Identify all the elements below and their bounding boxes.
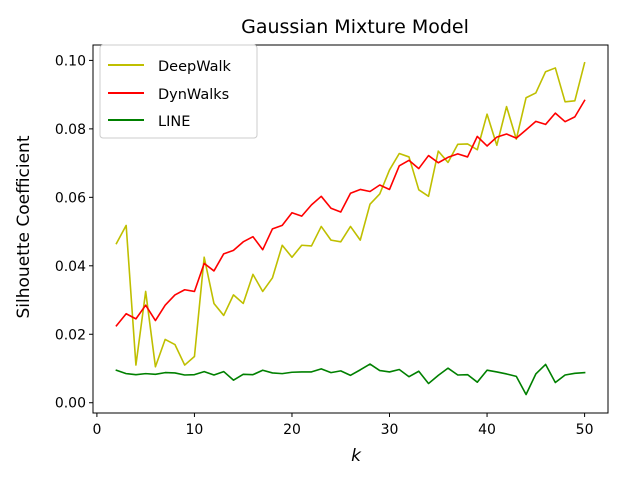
x-tick-label: 30 xyxy=(381,422,399,438)
x-tick-label: 0 xyxy=(92,422,101,438)
legend-box xyxy=(99,44,258,139)
x-tick-label: 50 xyxy=(576,422,594,438)
y-tick-label: 0.04 xyxy=(55,259,86,275)
y-tick-label: 0.00 xyxy=(55,396,86,412)
y-axis-label: Silhouette Coefficient xyxy=(14,135,34,318)
series-line-deepwalk xyxy=(115,61,586,368)
series-line-line xyxy=(115,363,586,396)
legend-label-dynwalks: DynWalks xyxy=(158,87,229,103)
x-axis: 0 10 20 30 40 50 xyxy=(92,413,594,438)
y-tick-label: 0.06 xyxy=(55,190,86,206)
x-tick-label: 10 xyxy=(186,422,204,438)
axes-frame xyxy=(92,44,609,414)
legend: DeepWalk DynWalks LINE xyxy=(99,44,258,139)
y-axis: 0.00 0.02 0.04 0.06 0.08 0.10 xyxy=(55,53,93,412)
x-axis-label: k xyxy=(351,446,362,466)
plot-area xyxy=(115,61,586,396)
x-tick-label: 20 xyxy=(283,422,301,438)
y-tick-label: 0.02 xyxy=(55,327,86,343)
y-tick-label: 0.08 xyxy=(55,122,86,138)
legend-label-deepwalk: DeepWalk xyxy=(158,59,232,75)
series-line-dynwalks xyxy=(115,99,586,327)
y-tick-label: 0.10 xyxy=(55,53,86,69)
chart-title: Gaussian Mixture Model xyxy=(241,16,469,38)
x-tick-label: 40 xyxy=(478,422,496,438)
legend-label-line: LINE xyxy=(158,114,190,130)
